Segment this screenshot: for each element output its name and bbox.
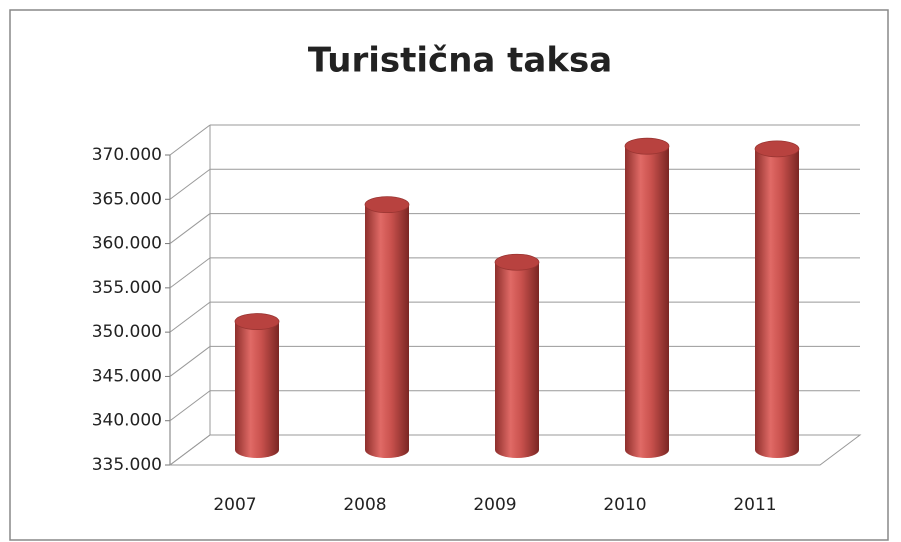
y-tick-label: 335.000: [92, 455, 162, 475]
chart-frame: [9, 9, 889, 541]
cylinder-top: [754, 140, 800, 158]
plot-area: 335.000 340.000 345.000 350.000 355.000 360.0…: [92, 124, 862, 515]
grid-line: [169, 213, 211, 244]
y-tick-label: 365.000: [92, 189, 162, 209]
x-tick-label: 2007: [213, 495, 256, 515]
cylinder: [755, 148, 799, 458]
grid-line: [169, 168, 211, 200]
x-tick-label: 2009: [473, 495, 516, 515]
grid-line: [169, 257, 211, 289]
grid-line: [169, 346, 211, 377]
cylinder-top: [364, 196, 410, 214]
y-tick-label: 355.000: [92, 278, 162, 298]
x-tick-label: 2010: [603, 495, 646, 515]
y-tick-label: 340.000: [92, 411, 162, 431]
x-tick-label: 2008: [343, 495, 386, 515]
y-tick-label: 350.000: [92, 322, 162, 342]
cylinder: [235, 321, 279, 458]
cylinder: [495, 262, 539, 458]
grid-line: [169, 124, 211, 156]
grid-line: [169, 390, 211, 422]
y-tick-label: 345.000: [92, 366, 162, 386]
grid-line: [169, 434, 211, 466]
cylinder-top: [234, 313, 280, 330]
cylinder-top: [494, 253, 540, 271]
chart-title: Turistična taksa: [308, 41, 612, 81]
cylinder-top: [624, 137, 670, 155]
y-tick-label: 370.000: [92, 145, 162, 165]
y-tick-label: 360.000: [92, 234, 162, 254]
cylinder: [365, 204, 409, 458]
grid-line: [169, 301, 211, 333]
x-tick-label: 2011: [733, 495, 776, 515]
cylinder: [625, 146, 669, 458]
